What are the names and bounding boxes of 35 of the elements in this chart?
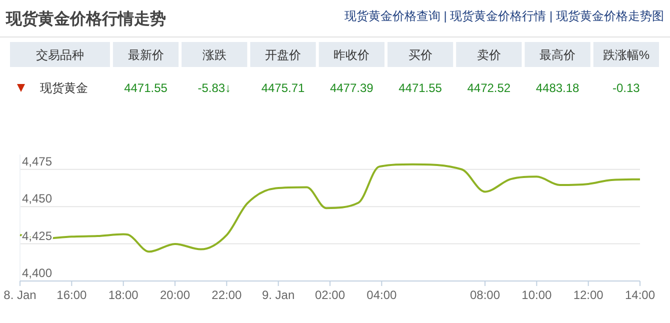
text: 最高价	[540, 48, 576, 62]
x-tick-label: 16:00	[56, 288, 88, 302]
text: 开盘价	[265, 48, 302, 62]
text: 4475.71	[261, 81, 306, 95]
x-tick-label: 22:00	[212, 288, 242, 302]
x-tick-label: 18:00	[108, 288, 139, 302]
text: -5.83↓	[198, 81, 232, 95]
x-tick-label: 14:00	[624, 288, 656, 302]
text: 最新价	[128, 48, 164, 62]
text: -0.13	[612, 81, 640, 95]
x-tick-label: 8. Jan	[4, 288, 36, 302]
text: 交易品种	[36, 48, 84, 62]
y-tick-label: 4,450	[22, 192, 52, 206]
text: 4471.55	[124, 81, 168, 95]
y-tick-label: 4,400	[22, 266, 52, 280]
text: 现货黄金价格行情走势	[5, 10, 166, 28]
text: 跌涨幅%	[602, 48, 650, 62]
text: 买价	[408, 48, 432, 62]
x-tick-label: 12:00	[573, 288, 604, 302]
text: 卖价	[476, 48, 501, 62]
text: 4471.55	[398, 81, 442, 95]
text: 4477.39	[330, 81, 374, 95]
x-tick-label: 10:00	[522, 288, 552, 302]
y-tick-label: 4,475	[22, 154, 52, 168]
x-tick-label: 20:00	[160, 288, 190, 302]
text: 昨收价	[334, 48, 370, 62]
text: 现货黄金价格查询 | 现货黄金价格行情 | 现货黄金价格走势图	[344, 9, 664, 23]
x-tick-label: 04:00	[366, 288, 398, 302]
text: 现货黄金	[40, 81, 88, 95]
text: 涨跌	[202, 48, 226, 62]
x-tick-label: 02:00	[314, 288, 346, 302]
x-tick-label: 08:00	[470, 288, 500, 302]
x-tick-label: 9. Jan	[262, 288, 295, 302]
text: 4472.52	[467, 81, 511, 95]
text: 4483.18	[536, 81, 580, 95]
